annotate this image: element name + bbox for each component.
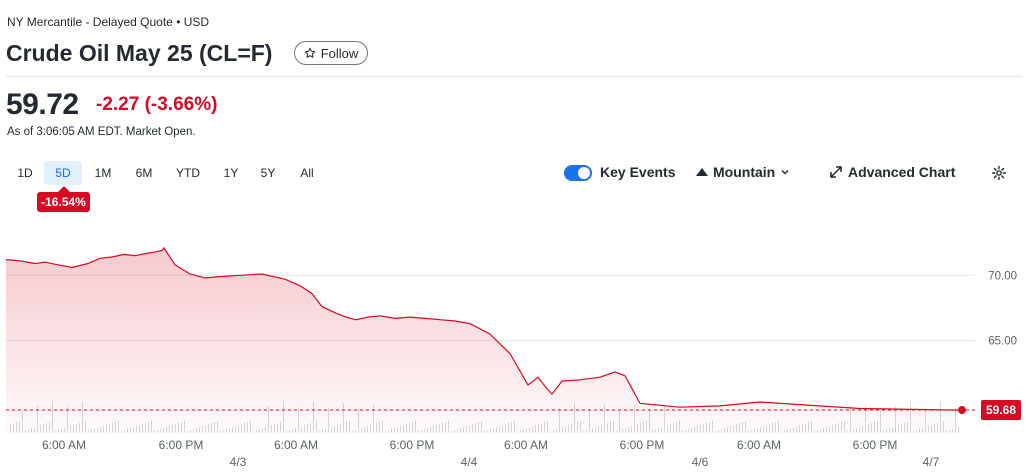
follow-button[interactable]: Follow bbox=[294, 41, 368, 65]
last-price-badge: 59.68 bbox=[981, 400, 1021, 421]
price-change: -2.27 (-3.66%) bbox=[96, 94, 218, 115]
gear-icon[interactable] bbox=[991, 165, 1007, 181]
performance-badge-pointer bbox=[58, 186, 70, 192]
advanced-chart-button[interactable]: Advanced Chart bbox=[830, 164, 955, 180]
y-tick-label: 65.00 bbox=[988, 336, 1017, 348]
x-tick-label: 6:00 PM bbox=[620, 438, 665, 452]
date-label: 4/7 bbox=[923, 455, 940, 469]
range-button-1m[interactable]: 1M bbox=[94, 166, 112, 180]
range-button-1d[interactable]: 1D bbox=[17, 166, 33, 180]
chart-type-dropdown[interactable]: Mountain bbox=[696, 164, 790, 180]
range-button-ytd[interactable]: YTD bbox=[176, 166, 200, 180]
range-button-all[interactable]: All bbox=[300, 166, 314, 180]
key-events-toggle-knob bbox=[578, 167, 590, 179]
range-button-5y[interactable]: 5Y bbox=[260, 166, 276, 180]
header-divider bbox=[6, 76, 1022, 77]
star-icon bbox=[304, 47, 315, 58]
current-price: 59.72 bbox=[6, 88, 79, 121]
y-tick-label: 70.00 bbox=[988, 270, 1017, 282]
last-price-dot bbox=[958, 406, 966, 415]
price-area bbox=[6, 247, 958, 432]
quote-timestamp: As of 3:06:05 AM EDT. Market Open. bbox=[7, 126, 196, 138]
date-label: 4/4 bbox=[461, 455, 478, 469]
expand-arrows-icon bbox=[830, 166, 842, 178]
mountain-icon bbox=[696, 168, 708, 176]
date-label: 4/3 bbox=[230, 455, 247, 469]
page-title: Crude Oil May 25 (CL=F) bbox=[6, 40, 273, 66]
x-tick-label: 6:00 AM bbox=[42, 438, 86, 452]
date-label: 4/6 bbox=[692, 455, 709, 469]
price-chart[interactable]: 70.00 65.00 6:00 AM 6:00 PM 6:00 AM 6:00 PM 6… bbox=[0, 200, 1026, 474]
x-tick-label: 6:00 AM bbox=[737, 438, 781, 452]
range-button-6m[interactable]: 6M bbox=[135, 166, 153, 180]
caret-down-icon bbox=[781, 170, 789, 175]
follow-label: Follow bbox=[320, 45, 359, 61]
performance-badge: -16.54% bbox=[37, 192, 90, 212]
advanced-chart-label: Advanced Chart bbox=[848, 164, 956, 180]
volume-bar bbox=[958, 427, 959, 433]
x-tick-label: 6:00 PM bbox=[853, 438, 898, 452]
exchange-info: NY Mercantile - Delayed Quote • USD bbox=[7, 15, 210, 29]
price-line bbox=[5, 246, 959, 411]
x-tick-label: 6:00 AM bbox=[504, 438, 548, 452]
key-events-label: Key Events bbox=[600, 164, 676, 180]
range-button-5d[interactable]: 5D bbox=[44, 161, 82, 185]
x-tick-label: 6:00 AM bbox=[274, 438, 318, 452]
chart-type-label: Mountain bbox=[713, 164, 776, 180]
range-button-1y[interactable]: 1Y bbox=[223, 166, 239, 180]
x-tick-label: 6:00 PM bbox=[159, 438, 204, 452]
x-tick-label: 6:00 PM bbox=[390, 438, 435, 452]
